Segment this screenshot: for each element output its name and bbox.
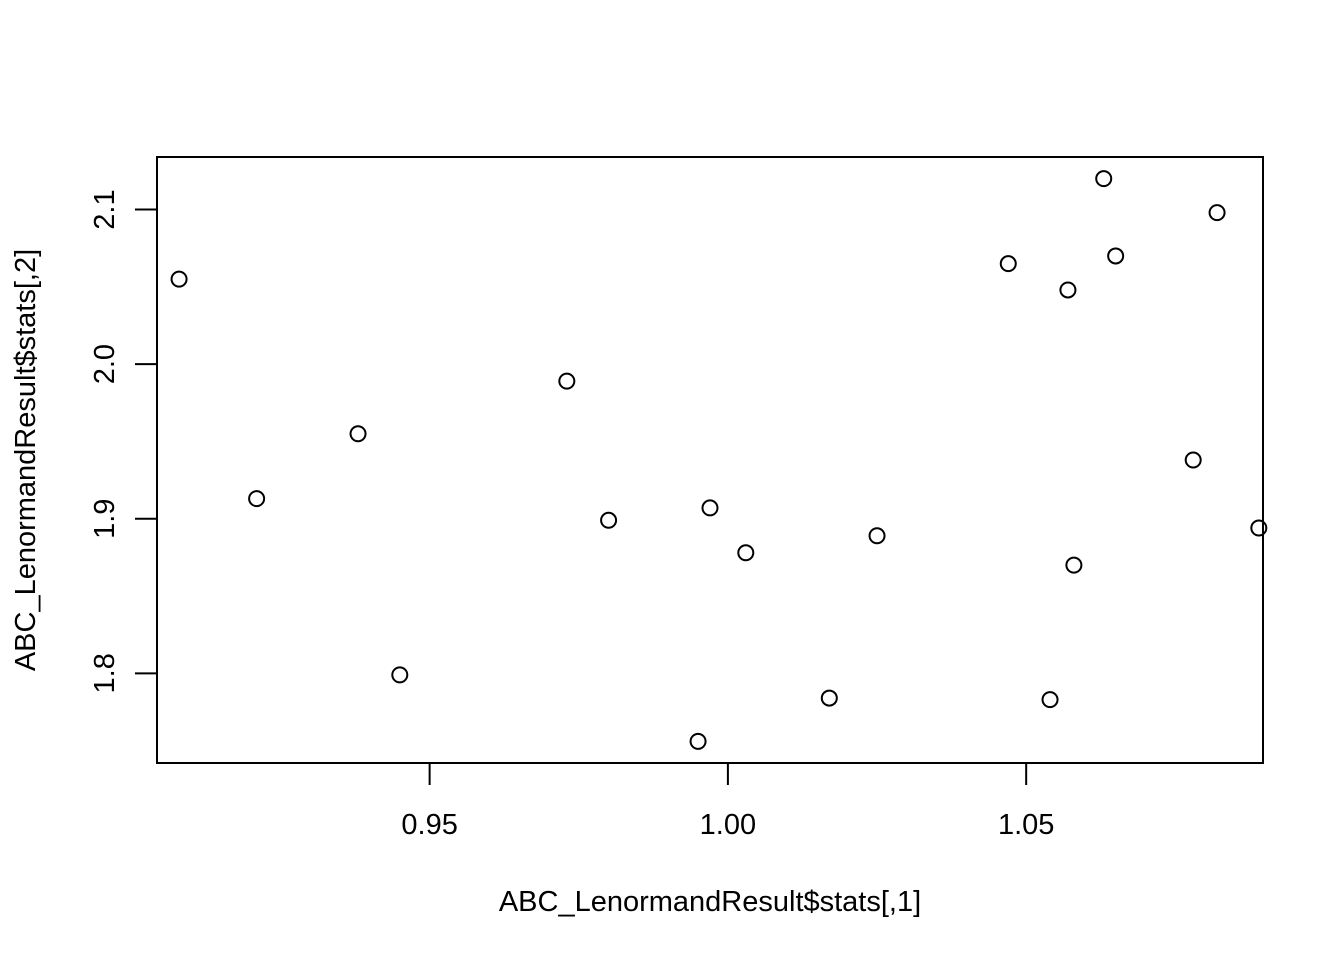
y-tick-label: 1.9 xyxy=(89,499,121,539)
x-axis-title: ABC_LenormandResult$stats[,1] xyxy=(499,886,921,918)
data-point xyxy=(248,490,266,508)
x-tick-label: 1.05 xyxy=(998,809,1054,841)
y-axis-title: ABC_LenormandResult$stats[,2] xyxy=(10,249,42,671)
data-point xyxy=(1065,556,1083,574)
y-tick-label: 2.0 xyxy=(89,344,121,384)
data-point xyxy=(689,732,707,750)
data-point xyxy=(1059,281,1077,299)
data-point xyxy=(558,372,576,390)
x-tick-label: 0.95 xyxy=(401,809,457,841)
data-point xyxy=(1250,519,1268,537)
x-tick-label: 1.00 xyxy=(700,809,756,841)
data-point xyxy=(1208,204,1226,222)
data-points xyxy=(170,170,1268,750)
y-tick-label: 2.1 xyxy=(89,189,121,229)
data-point xyxy=(391,666,409,684)
data-point xyxy=(349,425,367,443)
data-point xyxy=(600,511,618,529)
data-point xyxy=(701,499,719,517)
data-point xyxy=(737,544,755,562)
data-point xyxy=(1184,451,1202,469)
data-point xyxy=(1095,170,1113,188)
y-axis: 1.8 1.9 2.0 2.1 xyxy=(89,189,158,694)
data-point xyxy=(1041,691,1059,709)
data-point xyxy=(868,527,886,545)
plot-frame xyxy=(156,156,1264,764)
data-point xyxy=(820,689,838,707)
data-point xyxy=(170,270,188,288)
data-point xyxy=(1107,247,1125,265)
data-point xyxy=(999,255,1017,273)
x-axis: 0.95 1.00 1.05 xyxy=(401,762,1054,841)
y-tick-label: 1.8 xyxy=(89,653,121,693)
